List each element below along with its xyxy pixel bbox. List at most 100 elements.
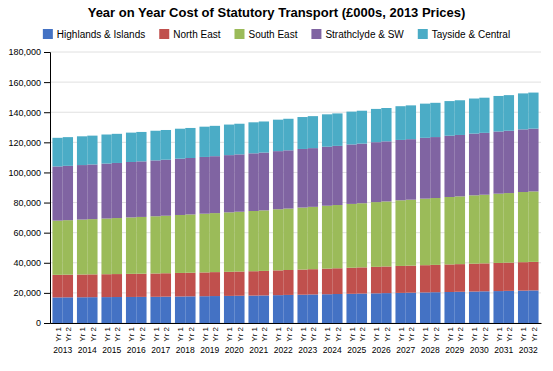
bar [150, 273, 160, 296]
bar [210, 296, 220, 323]
bar [371, 202, 381, 267]
x-tick: 2018 [176, 345, 195, 355]
x-sub-tick-label: Yr 1 [103, 326, 112, 341]
x-sub-tick-label: Yr 2 [383, 326, 392, 341]
bar [479, 195, 489, 264]
x-sub-tick-label: Yr 1 [274, 326, 283, 341]
bar [420, 138, 430, 199]
x-tick-label: 2029 [445, 345, 464, 355]
bar [248, 211, 258, 271]
legend-item: Strathclyde & SW [311, 29, 404, 40]
bar [444, 264, 454, 292]
x-tick: 2019 [200, 345, 219, 355]
grid-line [50, 112, 541, 113]
y-tick-label: 40,000 [13, 258, 41, 268]
bar [87, 136, 97, 165]
legend-label: North East [173, 29, 220, 40]
bar [346, 204, 356, 268]
x-sub-tick-label: Yr 2 [407, 326, 416, 341]
bar [455, 264, 465, 292]
bar [493, 263, 503, 291]
x-sub-tick-label: Yr 1 [299, 326, 308, 341]
bar [273, 295, 283, 323]
bar [469, 264, 479, 292]
x-sub-tick-label: Yr 1 [54, 326, 63, 341]
bar [308, 269, 318, 294]
x-tick: 2022 [274, 345, 293, 355]
bar [518, 262, 528, 290]
bar [346, 144, 356, 203]
x-tick-label: 2019 [200, 345, 219, 355]
x-sub-tick: Yr 1 [127, 326, 136, 341]
grid-line [50, 142, 541, 143]
bar [420, 104, 430, 138]
title: Year on Year Cost of Statutory Transport… [88, 5, 466, 20]
bar [199, 214, 209, 273]
bar-series [52, 290, 538, 323]
bar [406, 293, 416, 323]
bar [136, 132, 146, 161]
x-tick: 2014 [78, 345, 97, 355]
x-tick: 2020 [225, 345, 244, 355]
bars [52, 93, 538, 323]
bar [357, 294, 367, 323]
bar [371, 293, 381, 323]
bar [77, 220, 87, 275]
grid-line [50, 82, 541, 83]
bar [199, 272, 209, 296]
y-tick: 40,000 [13, 258, 50, 268]
bar [52, 166, 62, 220]
bar [322, 206, 332, 269]
y-tick-mark [44, 52, 50, 53]
bar [259, 121, 269, 152]
x-sub-tick-label: Yr 1 [446, 326, 455, 341]
bar [528, 262, 538, 291]
x-sub-tick: Yr 1 [225, 326, 234, 341]
y-tick-mark [44, 323, 50, 324]
bar [479, 263, 489, 291]
y-tick-label: 180,000 [8, 47, 41, 57]
bar [199, 127, 209, 157]
x-sub-tick: Yr 1 [152, 326, 161, 341]
x-tick: 2023 [298, 345, 317, 355]
bar [161, 297, 171, 323]
y-tick: 120,000 [8, 138, 50, 148]
bar [357, 111, 367, 144]
y-tick-label: 140,000 [8, 108, 41, 118]
y-tick: 60,000 [13, 228, 50, 238]
bar [101, 274, 111, 297]
bar [308, 148, 318, 207]
bar [504, 291, 514, 323]
y-tick-label: 0 [36, 318, 41, 328]
bar [126, 133, 136, 162]
bar [381, 141, 391, 201]
bar [161, 273, 171, 296]
bar [528, 129, 538, 192]
bar [283, 295, 293, 323]
bar [322, 269, 332, 295]
x-sub-tick: Yr 2 [211, 326, 220, 341]
bar [234, 154, 244, 211]
bar [430, 103, 440, 137]
grid-line [50, 232, 541, 233]
bar [126, 217, 136, 273]
x-sub-tick: Yr 1 [372, 326, 381, 341]
x-tick-label: 2015 [102, 345, 121, 355]
y-tick: 80,000 [13, 198, 50, 208]
bar [381, 108, 391, 141]
bar [444, 292, 454, 323]
x-tick-label: 2021 [249, 345, 268, 355]
bar [112, 163, 122, 218]
grid [50, 52, 541, 323]
x-sub-tick: Yr 2 [481, 326, 490, 341]
bar [248, 271, 258, 295]
bar [248, 122, 258, 153]
x-tick: 2027 [396, 345, 415, 355]
bar [357, 144, 367, 204]
y-tick-mark [44, 142, 50, 143]
x-tick-label: 2020 [225, 345, 244, 355]
x-axis-line [51, 323, 542, 324]
legend-item: South East [234, 29, 297, 40]
x-tick-label: 2026 [372, 345, 391, 355]
bar [87, 297, 97, 323]
